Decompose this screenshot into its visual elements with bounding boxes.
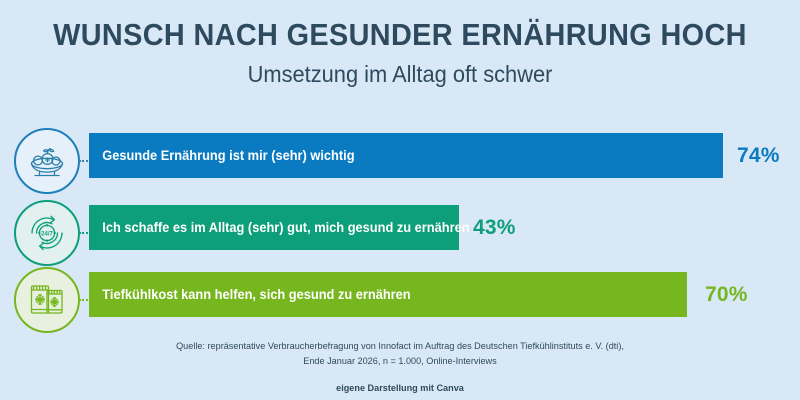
bar-value-label: 74%: [737, 143, 780, 167]
icon-wrap-24-7: 24/7: [14, 200, 80, 266]
chart-row: Gesunde Ernährung ist mir (sehr) wichtig…: [0, 122, 800, 194]
svg-text:24/7: 24/7: [41, 231, 53, 237]
page-subtitle: Umsetzung im Alltag oft schwer: [247, 61, 553, 88]
source-line-1: Quelle: repräsentative Verbraucherbefrag…: [176, 341, 624, 352]
bar-label: Ich schaffe es im Alltag (sehr) gut, mic…: [102, 220, 470, 235]
icon-circle: [14, 128, 80, 194]
fruit-bowl-icon: [30, 147, 64, 177]
bar-value-label: 70%: [705, 282, 748, 306]
page-title: WUNSCH NACH GESUNDER ERNÄHRUNG HOCH: [53, 17, 747, 52]
24-7-clock-icon: 24/7: [31, 215, 63, 251]
frozen-food-packages-icon: [30, 285, 63, 314]
icon-wrap-fruit-bowl: [14, 128, 80, 194]
footer: Quelle: repräsentative Verbraucherbefrag…: [0, 340, 800, 394]
connector-line: [79, 160, 91, 162]
bar-value-label: 43%: [473, 215, 516, 239]
chart-row: 24/7 Ich schaffe es im Alltag (sehr) gut…: [0, 194, 800, 266]
bar-label: Gesunde Ernährung ist mir (sehr) wichtig: [102, 148, 355, 163]
header: WUNSCH NACH GESUNDER ERNÄHRUNG HOCH Umse…: [0, 18, 800, 88]
bar-gesunde-ernaehrung: Gesunde Ernährung ist mir (sehr) wichtig: [89, 133, 723, 178]
icon-circle: 24/7: [14, 200, 80, 266]
icon-circle: [14, 267, 80, 333]
connector-line: [79, 299, 91, 301]
chart-row: Tiefkühlkost kann helfen, sich gesund zu…: [0, 261, 800, 333]
credit-line: eigene Darstellung mit Canva: [336, 383, 464, 395]
bar-alltag: Ich schaffe es im Alltag (sehr) gut, mic…: [89, 205, 470, 250]
source-line-2: Ende Januar 2026, n = 1.000, Online-Inte…: [303, 355, 497, 367]
icon-wrap-frozen-food: [14, 267, 80, 333]
bar-tiefkuehlkost: Tiefkühlkost kann helfen, sich gesund zu…: [89, 272, 687, 317]
connector-line: [79, 232, 91, 234]
bar-label: Tiefkühlkost kann helfen, sich gesund zu…: [102, 287, 411, 302]
